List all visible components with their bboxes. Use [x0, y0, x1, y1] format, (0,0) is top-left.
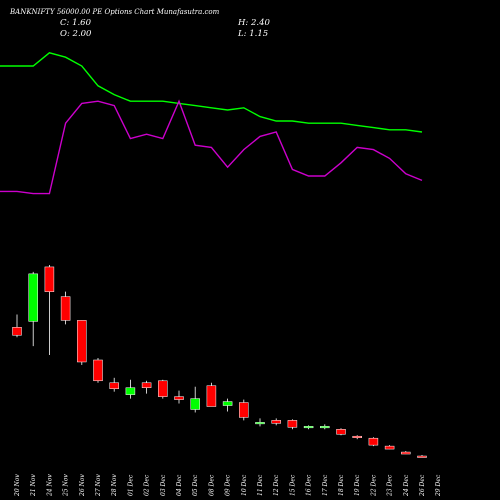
- candle: [206, 382, 217, 407]
- candle: [417, 455, 427, 458]
- candle: [303, 425, 314, 430]
- candle: [352, 435, 362, 440]
- candle-body: [12, 327, 22, 336]
- chart-title: BANKNIFTY 56000.00 PE Options Chart Muna…: [10, 8, 220, 16]
- low-value: L: 1.15: [238, 29, 269, 39]
- x-axis-labels: 20 Nov 21 Nov 24 Nov 25 Nov 26 Nov 27 Nov 28 N…: [14, 474, 442, 497]
- x-tick-label: 04 Dec: [176, 474, 183, 496]
- candle: [384, 445, 395, 450]
- x-tick-label: 21 Nov: [30, 474, 37, 497]
- candle-body: [125, 387, 136, 395]
- x-tick-label: 08 Dec: [208, 474, 215, 496]
- x-tick-label: 18 Dec: [338, 474, 345, 496]
- x-tick-label: 19 Dec: [354, 474, 361, 496]
- candle: [320, 424, 330, 430]
- x-tick-label: 23 Dec: [387, 474, 394, 497]
- candle-body: [44, 266, 55, 292]
- candle-body: [28, 273, 38, 322]
- x-tick-label: 27 Nov: [95, 474, 102, 497]
- candle: [368, 437, 379, 447]
- open-value: O: 2.00: [60, 29, 92, 39]
- x-tick-label: 02 Dec: [144, 474, 151, 496]
- candle-body: [77, 320, 87, 363]
- candle-body: [336, 429, 346, 435]
- candle-body: [303, 426, 314, 429]
- x-tick-label: 26 Nov: [79, 474, 86, 497]
- candle-body: [174, 396, 184, 400]
- indicator-line-1: [0, 52, 423, 133]
- x-tick-label: 22 Dec: [370, 474, 377, 497]
- x-tick-label: 24 Nov: [46, 474, 53, 497]
- x-tick-label: 25 Nov: [63, 474, 70, 497]
- candle: [271, 418, 281, 426]
- candle-body: [417, 455, 427, 458]
- x-tick-label: 03 Dec: [160, 474, 167, 496]
- candle-body: [158, 380, 168, 397]
- candle: [125, 379, 136, 399]
- candle-body: [141, 382, 152, 388]
- candle-body: [222, 401, 233, 406]
- candle-body: [60, 296, 71, 321]
- candle-body: [109, 382, 119, 389]
- candlesticks: [12, 264, 427, 458]
- x-tick-label: 11 Dec: [257, 474, 264, 496]
- candle: [174, 390, 184, 404]
- x-tick-label: 26 Dec: [419, 474, 426, 497]
- candle-body: [190, 398, 200, 410]
- candle: [28, 271, 38, 347]
- candle: [239, 399, 249, 421]
- x-tick-label: 28 Nov: [111, 474, 118, 497]
- candle-body: [93, 359, 103, 382]
- candle: [109, 377, 119, 392]
- x-tick-label: 12 Dec: [273, 474, 280, 496]
- candle-body: [287, 420, 298, 428]
- candle: [44, 264, 55, 356]
- x-tick-label: 09 Dec: [225, 474, 232, 496]
- candle-body: [206, 385, 217, 407]
- candle-body: [239, 402, 249, 418]
- candle: [222, 398, 233, 412]
- x-tick-label: 10 Dec: [241, 474, 248, 496]
- candle-body: [401, 451, 411, 455]
- x-tick-label: 01 Dec: [127, 474, 134, 496]
- x-tick-label: 29 Dec: [435, 474, 442, 497]
- candle: [255, 418, 265, 427]
- candle-body: [352, 435, 362, 438]
- candle: [190, 386, 200, 413]
- candle-body: [384, 445, 395, 450]
- x-tick-label: 20 Nov: [14, 474, 21, 497]
- candle: [336, 428, 346, 436]
- candle: [401, 451, 411, 455]
- candle: [77, 320, 87, 365]
- x-tick-label: 05 Dec: [192, 474, 199, 496]
- candle: [287, 419, 298, 430]
- x-tick-label: 24 Dec: [403, 474, 410, 497]
- candle-body: [271, 420, 281, 424]
- x-tick-label: 17 Dec: [322, 474, 329, 496]
- candle-body: [255, 422, 265, 425]
- high-value: H: 2.40: [238, 18, 270, 28]
- indicator-lines: [0, 52, 423, 195]
- indicator-line-2: [0, 99, 423, 195]
- candle-body: [320, 426, 330, 429]
- x-tick-label: 16 Dec: [306, 474, 313, 496]
- close-value: C: 1.60: [60, 18, 91, 28]
- candle-body: [368, 437, 379, 446]
- x-tick-label: 15 Dec: [289, 474, 296, 496]
- candle: [158, 379, 168, 399]
- candle: [60, 291, 71, 325]
- candle: [141, 380, 152, 394]
- candle: [93, 358, 103, 383]
- candle: [12, 314, 22, 338]
